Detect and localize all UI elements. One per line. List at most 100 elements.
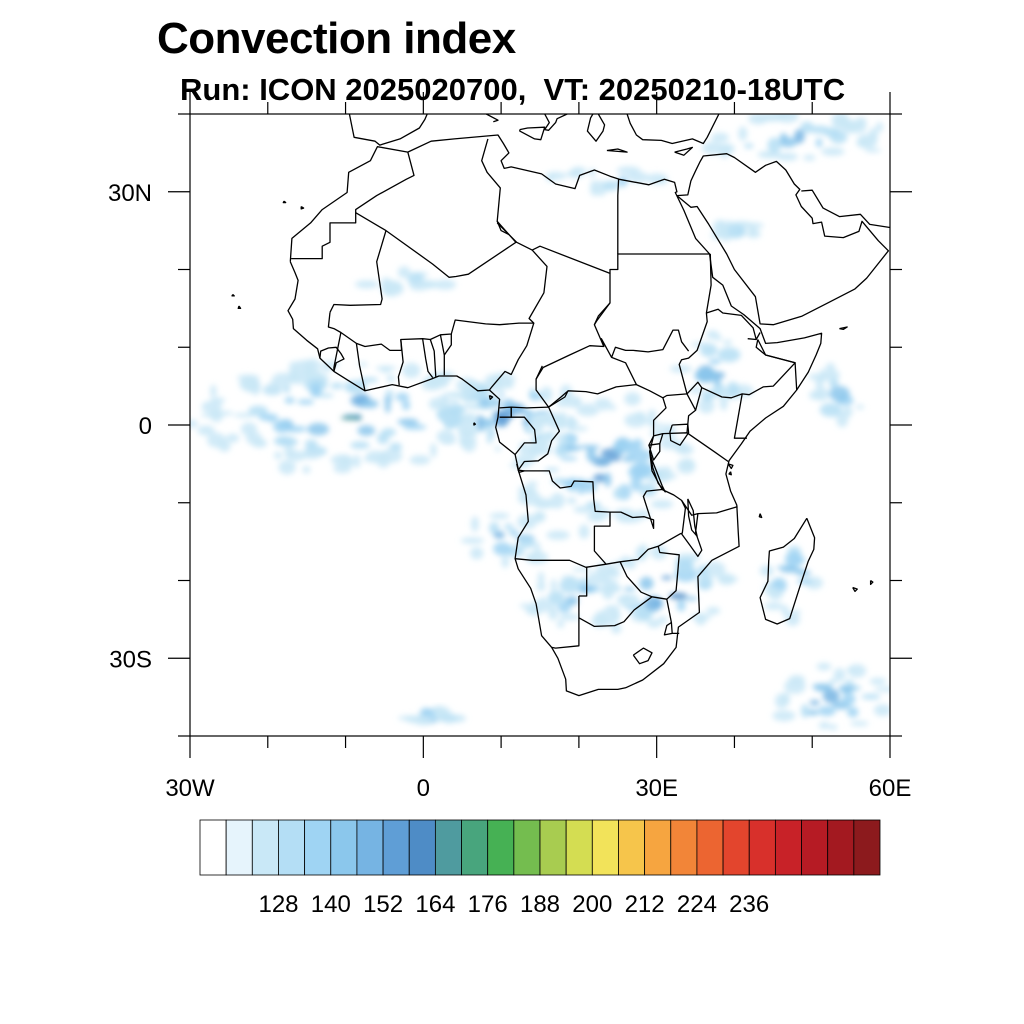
colorbar-label: 236 — [729, 891, 769, 918]
boundary-line — [674, 146, 694, 156]
boundary-line — [237, 305, 242, 310]
boundary-line — [421, 338, 434, 378]
boundary-line — [488, 394, 494, 400]
boundary-line — [517, 406, 561, 473]
colorbar-swatch — [748, 819, 776, 876]
axis-ticks — [168, 92, 912, 758]
field-region — [772, 662, 890, 731]
field-region — [519, 562, 640, 634]
boundary-line — [348, 114, 428, 146]
colorbar-swatch — [513, 819, 541, 876]
field-region — [355, 266, 457, 297]
field-region — [460, 510, 570, 569]
colorbar-label: 164 — [415, 891, 455, 918]
colorbar-label: 152 — [363, 891, 403, 918]
boundary-line — [632, 647, 653, 665]
boundary-line — [282, 200, 287, 204]
colorbar-swatch — [382, 819, 410, 876]
boundary-line — [609, 253, 711, 274]
boundary-line — [686, 393, 697, 433]
colorbar-swatch — [251, 819, 279, 876]
boundary-line — [329, 230, 387, 313]
boundary-line — [488, 322, 535, 391]
field-region — [545, 166, 668, 197]
boundary-line — [666, 599, 680, 635]
boundary-line — [706, 308, 757, 340]
colorbar-swatch — [644, 819, 672, 876]
field-region — [759, 545, 823, 627]
boundary-line — [839, 326, 848, 331]
colorbar-label: 128 — [258, 891, 298, 918]
boundary-line — [759, 517, 816, 625]
x-tick-label: 0 — [417, 775, 430, 802]
boundary-line — [626, 114, 720, 145]
boundary-line — [510, 407, 537, 455]
boundary-line — [291, 151, 415, 260]
boundary-line — [676, 153, 890, 326]
boundary-line — [606, 148, 628, 153]
boundary-line — [758, 513, 763, 519]
boundary-line — [473, 422, 477, 426]
chart-title: Convection index — [157, 14, 516, 63]
colorbar-swatch — [330, 819, 358, 876]
field-region — [710, 219, 764, 242]
colorbar-swatch — [356, 819, 384, 876]
colorbar-swatch — [278, 819, 306, 876]
boundary-line — [678, 253, 712, 395]
boundary-line — [443, 334, 452, 356]
colorbar-label: 200 — [572, 891, 612, 918]
colorbar-swatch — [696, 819, 724, 876]
boundary-line — [755, 339, 798, 391]
x-tick-label: 30W — [165, 775, 215, 802]
colorbar-swatch — [853, 819, 881, 876]
colorbar-swatch — [539, 819, 567, 876]
colorbar-swatch — [722, 819, 750, 876]
boundary-line — [801, 189, 890, 229]
boundary-line — [869, 579, 874, 586]
boundary-line — [661, 488, 738, 516]
boundary-line — [548, 391, 568, 408]
colorbar-swatch — [304, 819, 332, 876]
colorbar-label: 188 — [520, 891, 560, 918]
convection-field — [190, 114, 890, 731]
boundary-line — [727, 463, 734, 470]
boundary-line — [694, 387, 703, 411]
colorbar-swatch — [408, 819, 436, 876]
colorbar: 128 140 152 164 176 188 200 212 224 236 — [199, 819, 881, 918]
boundary-line — [544, 114, 568, 131]
boundary-line — [610, 397, 667, 530]
x-tick-label: 30E — [635, 775, 678, 802]
boundary-line — [496, 222, 533, 251]
boundary-line — [355, 138, 517, 278]
boundary-line — [619, 546, 680, 600]
boundary-line — [663, 621, 673, 636]
boundary-line — [648, 443, 661, 461]
colorbar-swatch — [591, 819, 619, 876]
y-tick-label: 0 — [139, 413, 152, 440]
boundary-line — [327, 245, 796, 408]
axis-labels: 30W 0 30E 60E 30N 0 30S — [108, 180, 911, 802]
boundary-line — [578, 566, 588, 597]
colorbar-label: 212 — [625, 891, 665, 918]
colorbar-swatch — [434, 819, 462, 876]
boundary-line — [681, 513, 703, 558]
colorbar-swatch — [225, 819, 253, 876]
field-region — [398, 705, 467, 726]
boundary-line — [355, 343, 366, 391]
colorbar-label: 176 — [468, 891, 508, 918]
boundary-line — [300, 205, 305, 210]
boundary-line — [516, 463, 525, 472]
boundary-line — [747, 332, 761, 341]
coastlines-and-borders — [231, 114, 890, 697]
colorbar-swatch — [461, 819, 489, 876]
colorbar-swatch — [487, 819, 515, 876]
boundary-line — [397, 339, 404, 386]
colorbar-swatch — [618, 819, 646, 876]
boundary-line — [649, 451, 666, 493]
colorbar-swatch — [827, 819, 855, 876]
boundary-line — [499, 406, 549, 409]
boundary-line — [662, 432, 729, 463]
boundary-line — [485, 114, 499, 123]
boundary-line — [610, 329, 690, 358]
